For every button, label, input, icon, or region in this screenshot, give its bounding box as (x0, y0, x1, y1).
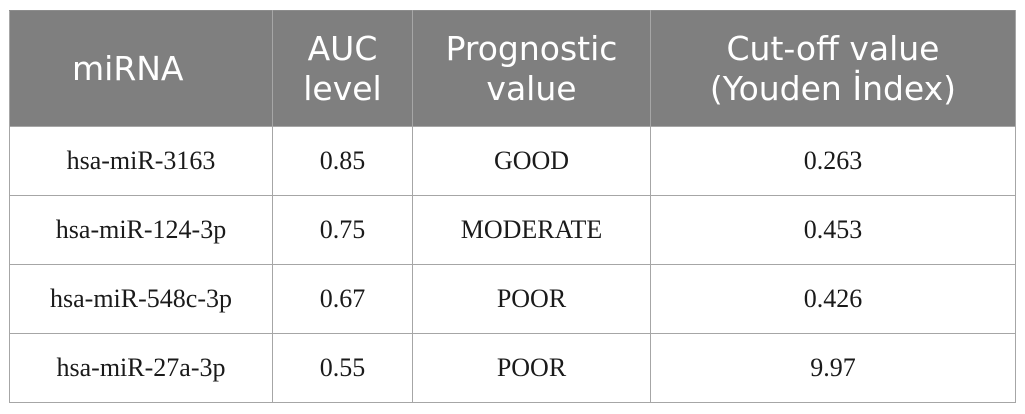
cell-prognostic: MODERATE (412, 195, 651, 265)
cell-mirna: hsa-miR-27a-3p (9, 333, 273, 403)
header-row: miRNA AUC level Prognostic value Cut-off… (9, 10, 1016, 127)
cell-auc: 0.55 (272, 333, 413, 403)
table-header: miRNA AUC level Prognostic value Cut-off… (9, 10, 1016, 127)
cell-prognostic: POOR (412, 333, 651, 403)
cell-auc: 0.85 (272, 126, 413, 196)
header-prognostic-value: Prognostic value (412, 10, 651, 127)
cell-cutoff: 0.453 (650, 195, 1016, 265)
table-body: hsa-miR-3163 0.85 GOOD 0.263 hsa-miR-124… (9, 126, 1016, 403)
table-row: hsa-miR-27a-3p 0.55 POOR 9.97 (9, 333, 1016, 403)
cell-mirna: hsa-miR-3163 (9, 126, 273, 196)
header-mirna-text: miRNA (72, 48, 184, 88)
header-auc-level: AUC level (272, 10, 413, 127)
table-row: hsa-miR-548c-3p 0.67 POOR 0.426 (9, 264, 1016, 334)
cell-prognostic: GOOD (412, 126, 651, 196)
table-container: miRNA AUC level Prognostic value Cut-off… (9, 10, 1016, 403)
cell-mirna: hsa-miR-124-3p (9, 195, 273, 265)
cell-mirna: hsa-miR-548c-3p (9, 264, 273, 334)
table-row: hsa-miR-3163 0.85 GOOD 0.263 (9, 126, 1016, 196)
header-cutoff-value: Cut-off value (Youden İndex) (650, 10, 1016, 127)
mirna-auc-table: miRNA AUC level Prognostic value Cut-off… (9, 10, 1016, 403)
cell-prognostic: POOR (412, 264, 651, 334)
header-auc-line1: AUC (307, 28, 378, 68)
header-cutoff-line1: Cut-off value (726, 28, 940, 68)
header-prognostic-line2: value (486, 68, 577, 108)
header-mirna: miRNA (9, 10, 273, 127)
cell-auc: 0.75 (272, 195, 413, 265)
cell-cutoff: 0.426 (650, 264, 1016, 334)
header-cutoff-line2: (Youden İndex) (709, 68, 957, 108)
cell-cutoff: 0.263 (650, 126, 1016, 196)
header-auc-line2: level (303, 68, 382, 108)
cell-auc: 0.67 (272, 264, 413, 334)
cell-cutoff: 9.97 (650, 333, 1016, 403)
header-prognostic-line1: Prognostic (445, 28, 618, 68)
table-row: hsa-miR-124-3p 0.75 MODERATE 0.453 (9, 195, 1016, 265)
